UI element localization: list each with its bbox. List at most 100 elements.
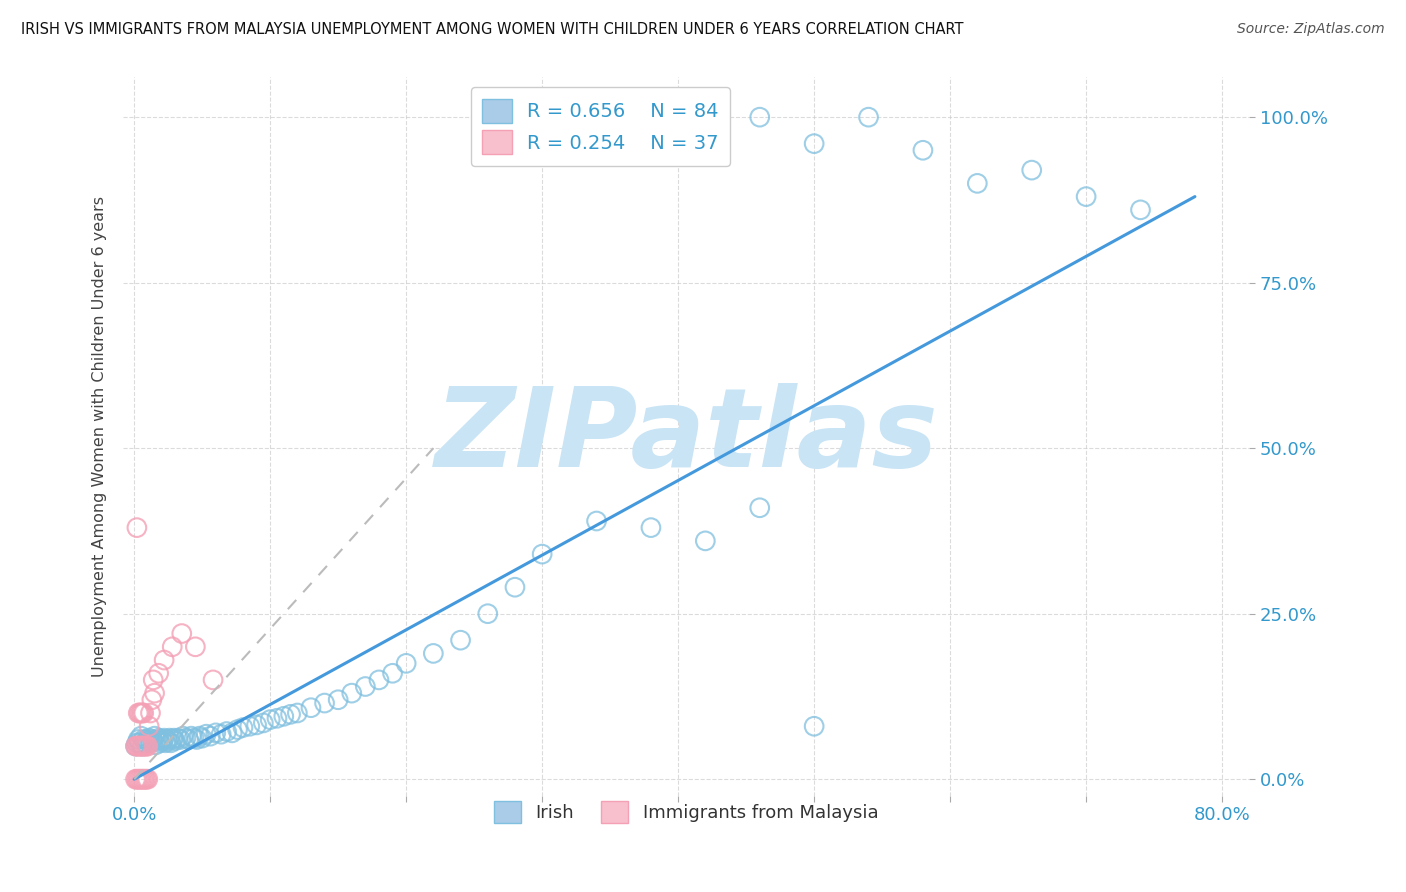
Point bbox=[159, 731, 181, 746]
Point bbox=[368, 673, 391, 687]
Point bbox=[142, 673, 165, 687]
Point bbox=[150, 732, 173, 747]
Point bbox=[166, 731, 188, 746]
Point bbox=[354, 680, 377, 694]
Point bbox=[803, 719, 825, 733]
Point bbox=[966, 177, 988, 191]
Point bbox=[180, 729, 202, 743]
Point bbox=[125, 772, 148, 787]
Point bbox=[202, 673, 225, 687]
Point bbox=[139, 706, 162, 720]
Point bbox=[129, 772, 152, 787]
Point bbox=[136, 739, 159, 753]
Point bbox=[125, 739, 148, 753]
Point bbox=[134, 739, 156, 753]
Point bbox=[748, 110, 770, 124]
Point bbox=[145, 738, 167, 752]
Point bbox=[188, 729, 211, 743]
Point bbox=[911, 143, 934, 157]
Point bbox=[280, 707, 302, 722]
Point bbox=[1129, 202, 1152, 217]
Point bbox=[127, 706, 149, 720]
Point bbox=[266, 711, 288, 725]
Point bbox=[135, 739, 157, 753]
Point bbox=[134, 772, 156, 787]
Point bbox=[125, 521, 148, 535]
Point bbox=[131, 706, 153, 720]
Point bbox=[273, 709, 295, 723]
Point bbox=[132, 772, 155, 787]
Point bbox=[640, 521, 662, 535]
Point bbox=[141, 732, 163, 747]
Point bbox=[328, 692, 350, 706]
Point bbox=[314, 696, 336, 710]
Point bbox=[131, 739, 153, 753]
Point bbox=[252, 715, 274, 730]
Point bbox=[128, 736, 150, 750]
Point bbox=[135, 732, 157, 747]
Point bbox=[132, 739, 155, 753]
Point bbox=[128, 739, 150, 753]
Point bbox=[155, 736, 177, 750]
Point bbox=[232, 721, 254, 735]
Point bbox=[136, 772, 159, 787]
Point bbox=[195, 727, 218, 741]
Point bbox=[128, 706, 150, 720]
Point bbox=[215, 724, 238, 739]
Point bbox=[503, 580, 526, 594]
Point bbox=[395, 657, 418, 671]
Point bbox=[138, 731, 160, 746]
Point bbox=[174, 731, 197, 746]
Point bbox=[134, 736, 156, 750]
Y-axis label: Unemployment Among Women with Children Under 6 years: Unemployment Among Women with Children U… bbox=[93, 196, 107, 677]
Point bbox=[132, 732, 155, 747]
Point bbox=[127, 772, 149, 787]
Point bbox=[131, 739, 153, 753]
Point bbox=[340, 686, 363, 700]
Point bbox=[450, 633, 472, 648]
Legend: Irish, Immigrants from Malaysia: Irish, Immigrants from Malaysia bbox=[486, 793, 886, 830]
Point bbox=[381, 666, 404, 681]
Point bbox=[177, 732, 200, 747]
Point bbox=[585, 514, 607, 528]
Point bbox=[169, 732, 191, 747]
Point bbox=[162, 732, 184, 747]
Point bbox=[148, 731, 170, 746]
Point bbox=[138, 719, 160, 733]
Point bbox=[162, 640, 184, 654]
Point bbox=[162, 731, 184, 746]
Point bbox=[695, 533, 717, 548]
Point bbox=[422, 647, 444, 661]
Text: ZIPatlas: ZIPatlas bbox=[434, 383, 938, 490]
Point bbox=[131, 772, 153, 787]
Point bbox=[139, 736, 162, 750]
Point bbox=[125, 736, 148, 750]
Point bbox=[200, 729, 222, 743]
Point bbox=[695, 110, 717, 124]
Point bbox=[129, 729, 152, 743]
Point bbox=[299, 700, 322, 714]
Text: Source: ZipAtlas.com: Source: ZipAtlas.com bbox=[1237, 22, 1385, 37]
Point bbox=[640, 110, 662, 124]
Point bbox=[186, 732, 208, 747]
Point bbox=[157, 734, 180, 748]
Point bbox=[287, 706, 309, 720]
Point bbox=[127, 739, 149, 753]
Point bbox=[803, 136, 825, 151]
Point bbox=[209, 727, 232, 741]
Point bbox=[124, 772, 146, 787]
Point bbox=[1021, 163, 1043, 178]
Point bbox=[160, 736, 183, 750]
Point bbox=[146, 734, 169, 748]
Point bbox=[149, 736, 172, 750]
Point bbox=[135, 772, 157, 787]
Point bbox=[124, 739, 146, 753]
Point bbox=[1074, 189, 1097, 203]
Point bbox=[129, 739, 152, 753]
Point bbox=[128, 772, 150, 787]
Point bbox=[129, 706, 152, 720]
Point bbox=[748, 500, 770, 515]
Point bbox=[124, 739, 146, 753]
Text: IRISH VS IMMIGRANTS FROM MALAYSIA UNEMPLOYMENT AMONG WOMEN WITH CHILDREN UNDER 6: IRISH VS IMMIGRANTS FROM MALAYSIA UNEMPL… bbox=[21, 22, 963, 37]
Point bbox=[153, 653, 176, 667]
